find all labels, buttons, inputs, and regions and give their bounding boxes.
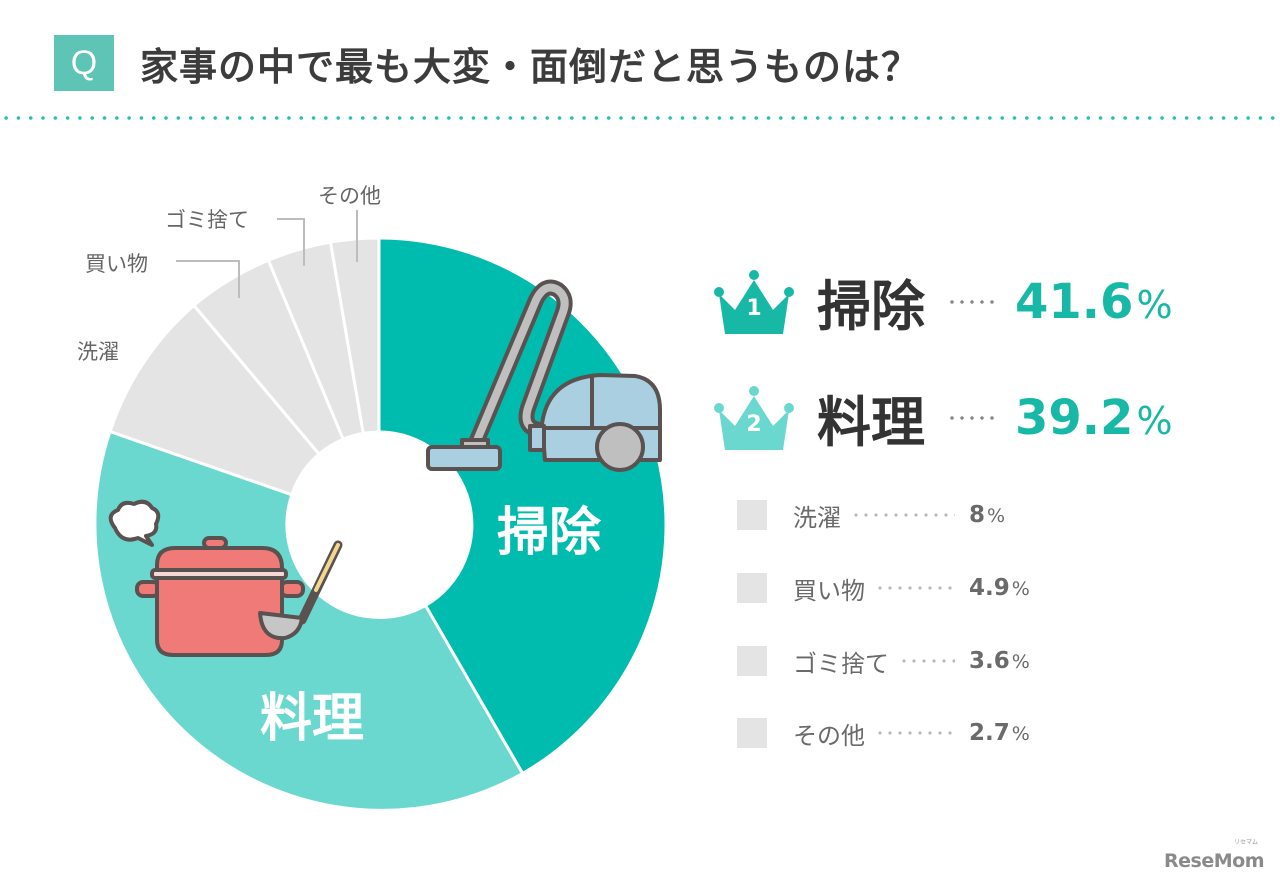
question-header: Q 家事の中で最も大変・面倒だと思うものは？	[54, 35, 920, 91]
rank-label: 料理	[817, 391, 925, 454]
cooking-pot-icon	[108, 499, 343, 657]
leader-dots	[947, 415, 995, 420]
legend-item-trash: ゴミ捨て 3.6%	[737, 646, 1030, 678]
legend-item-shopping: 買い物 4.9%	[737, 573, 1030, 605]
leader-dots	[875, 731, 955, 735]
rank-row-1: 1 掃除 41.6%	[713, 262, 1173, 341]
crown-icon-rank-2: 2	[713, 382, 795, 454]
legend-item-laundry: 洗濯 8%	[737, 500, 1005, 532]
crown-icon-rank-1: 1	[713, 266, 795, 338]
legend-item-other: その他 2.7%	[737, 718, 1030, 750]
callout-shopping: 買い物	[85, 252, 148, 276]
slice-label-cooking: 料理	[260, 689, 365, 749]
legend-swatch	[737, 718, 767, 748]
rank-label: 掃除	[817, 275, 925, 338]
callout-trash: ゴミ捨て	[165, 208, 249, 232]
leader-dots	[875, 586, 955, 590]
slice-cooking	[93, 429, 525, 812]
slice-label-cleaning: 掃除	[497, 503, 602, 563]
leader-dots	[947, 299, 995, 304]
dotted-divider	[0, 115, 1280, 121]
rank-row-2: 2 料理 39.2%	[713, 378, 1173, 457]
leader-dots	[899, 659, 955, 663]
rank-value: 41.6%	[1015, 273, 1173, 330]
callout-laundry: 洗濯	[77, 340, 119, 364]
resemom-logo: ReseMom	[1164, 850, 1264, 872]
leader-dots	[851, 513, 955, 517]
vacuum-cleaner-icon	[426, 279, 662, 472]
question-badge: Q	[54, 35, 114, 91]
donut-chart	[93, 210, 668, 812]
legend-swatch	[737, 573, 767, 603]
legend-swatch	[737, 500, 767, 530]
page-title: 家事の中で最も大変・面倒だと思うものは？	[140, 44, 921, 89]
slice-other	[328, 236, 381, 436]
callout-leaders	[176, 210, 358, 298]
rank-value: 39.2%	[1015, 389, 1173, 446]
callout-other: その他	[318, 184, 381, 208]
logo-subtext: リセマム	[1233, 839, 1258, 846]
legend-swatch	[737, 646, 767, 676]
